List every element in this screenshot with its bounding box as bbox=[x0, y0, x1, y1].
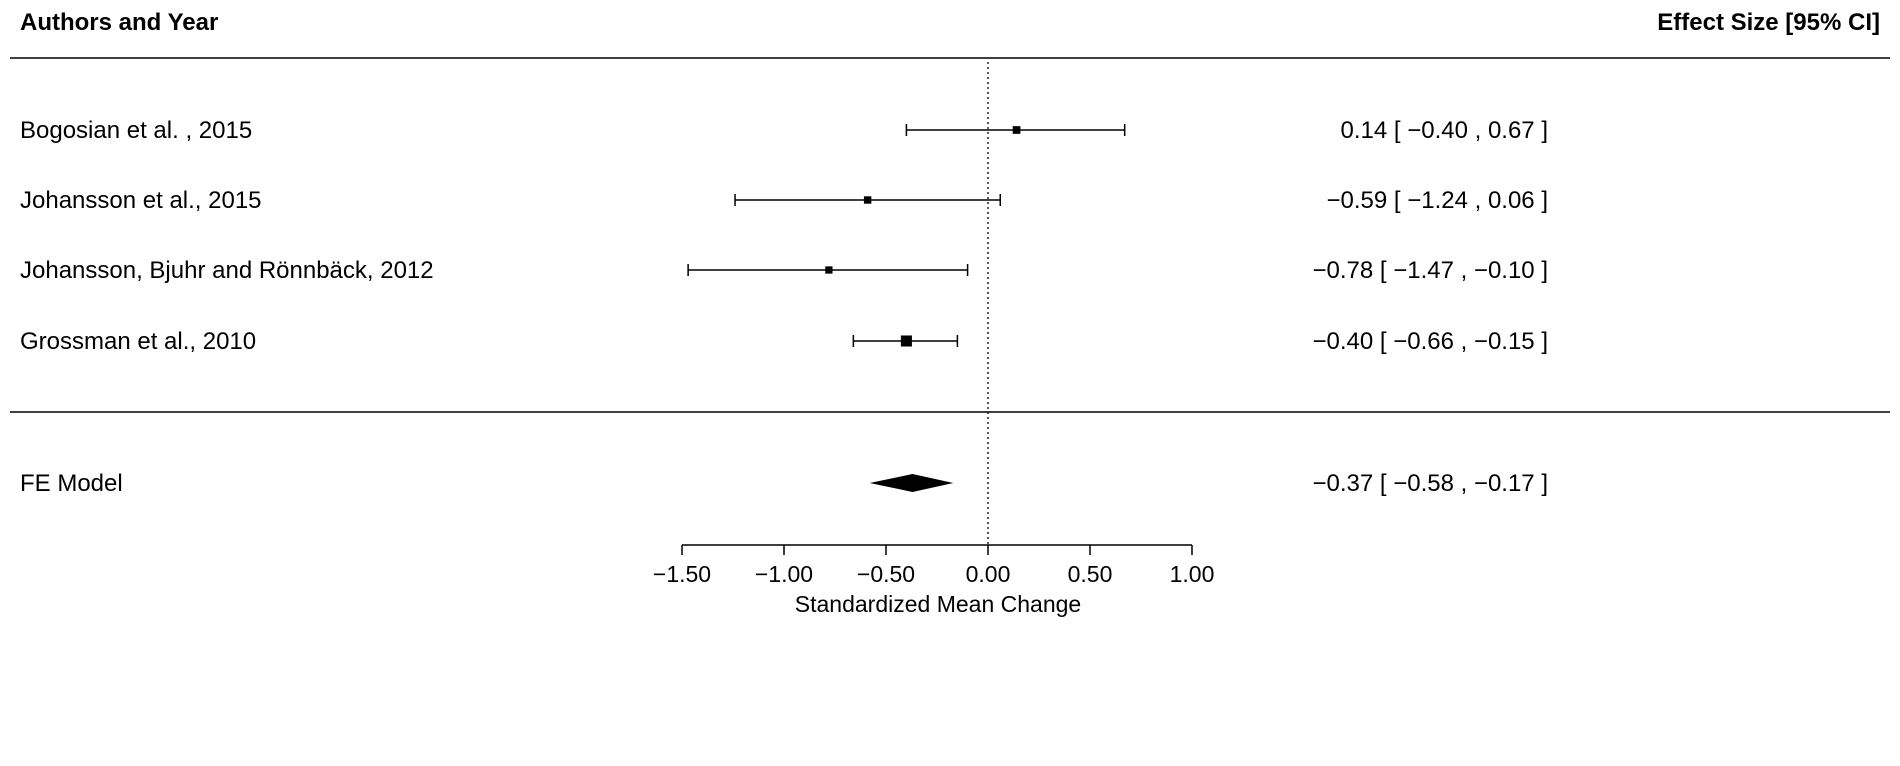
header-effect-size: Effect Size [95% CI] bbox=[1657, 9, 1880, 36]
x-tick-label: 0.50 bbox=[1068, 561, 1113, 587]
x-tick-label: −0.50 bbox=[857, 561, 915, 587]
x-axis-label: Standardized Mean Change bbox=[795, 591, 1081, 617]
study-ci-text: 0.14 [ −0.40 , 0.67 ] bbox=[1341, 117, 1549, 144]
summary-label: FE Model bbox=[20, 470, 123, 497]
study-label: Johansson, Bjuhr and Rönnbäck, 2012 bbox=[20, 257, 434, 284]
x-tick-label: −1.50 bbox=[653, 561, 711, 587]
point-estimate bbox=[825, 266, 833, 274]
plot-area: Bogosian et al. , 2015 0.14 [ −0.40 , 0.6… bbox=[20, 62, 1548, 587]
x-tick-label: 1.00 bbox=[1170, 561, 1215, 587]
x-tick-label: 0.00 bbox=[966, 561, 1011, 587]
study-ci-text: −0.59 [ −1.24 , 0.06 ] bbox=[1326, 187, 1548, 214]
x-tick-label: −1.00 bbox=[755, 561, 813, 587]
summary-diamond bbox=[869, 474, 954, 492]
study-ci-text: −0.40 [ −0.66 , −0.15 ] bbox=[1312, 328, 1548, 355]
study-label: Grossman et al., 2010 bbox=[20, 328, 256, 355]
point-estimate bbox=[863, 196, 872, 204]
summary-ci-text: −0.37 [ −0.58 , −0.17 ] bbox=[1312, 470, 1548, 497]
study-ci-text: −0.78 [ −1.47 , −0.10 ] bbox=[1312, 257, 1548, 284]
point-estimate bbox=[900, 335, 912, 347]
header-authors-year: Authors and Year bbox=[20, 9, 218, 36]
point-estimate bbox=[1012, 126, 1021, 134]
study-label: Johansson et al., 2015 bbox=[20, 187, 262, 214]
study-label: Bogosian et al. , 2015 bbox=[20, 117, 252, 144]
